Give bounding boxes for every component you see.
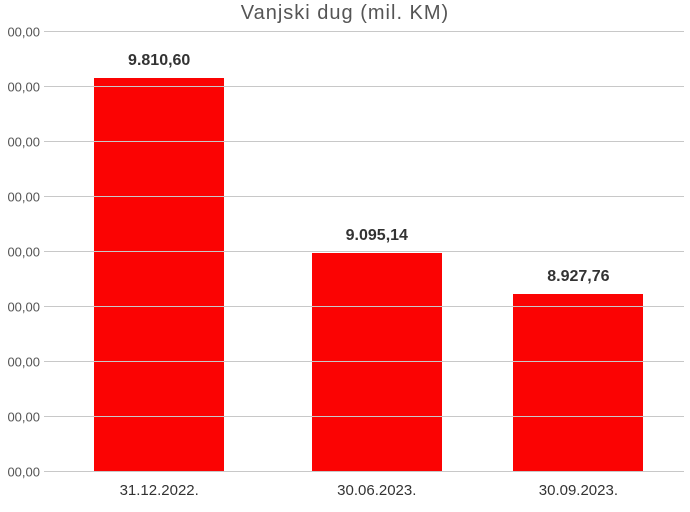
bar-value-label: 9.810,60	[89, 52, 229, 70]
grid-line	[44, 251, 684, 252]
y-tick-label: 00,00	[0, 300, 40, 315]
bar	[513, 294, 643, 472]
bar-value-label: 8.927,76	[508, 268, 648, 286]
chart-title: Vanjski dug (mil. KM)	[0, 2, 690, 25]
y-tick-label: 00,00	[0, 135, 40, 150]
bar	[312, 253, 442, 472]
grid-line	[44, 31, 684, 32]
y-tick-label: 00,00	[0, 465, 40, 480]
grid-line	[44, 141, 684, 142]
x-category-label: 30.09.2023.	[498, 482, 658, 499]
grid-line	[44, 416, 684, 417]
y-tick-label: 00,00	[0, 190, 40, 205]
x-category-label: 30.06.2023.	[297, 482, 457, 499]
grid-line	[44, 86, 684, 87]
grid-line	[44, 361, 684, 362]
bars-layer: 9.810,6031.12.2022.9.095,1430.06.2023.8.…	[44, 32, 684, 472]
y-tick-label: 00,00	[0, 245, 40, 260]
chart-container: Vanjski dug (mil. KM) 9.810,6031.12.2022…	[0, 0, 690, 512]
x-category-label: 31.12.2022.	[79, 482, 239, 499]
plot-area: 9.810,6031.12.2022.9.095,1430.06.2023.8.…	[44, 32, 684, 472]
bar	[94, 78, 224, 472]
grid-line	[44, 471, 684, 472]
y-tick-label: 00,00	[0, 355, 40, 370]
y-tick-label: 00,00	[0, 410, 40, 425]
grid-line	[44, 306, 684, 307]
bar-value-label: 9.095,14	[307, 227, 447, 245]
y-tick-label: 00,00	[0, 80, 40, 95]
grid-line	[44, 196, 684, 197]
y-tick-label: 00,00	[0, 25, 40, 40]
